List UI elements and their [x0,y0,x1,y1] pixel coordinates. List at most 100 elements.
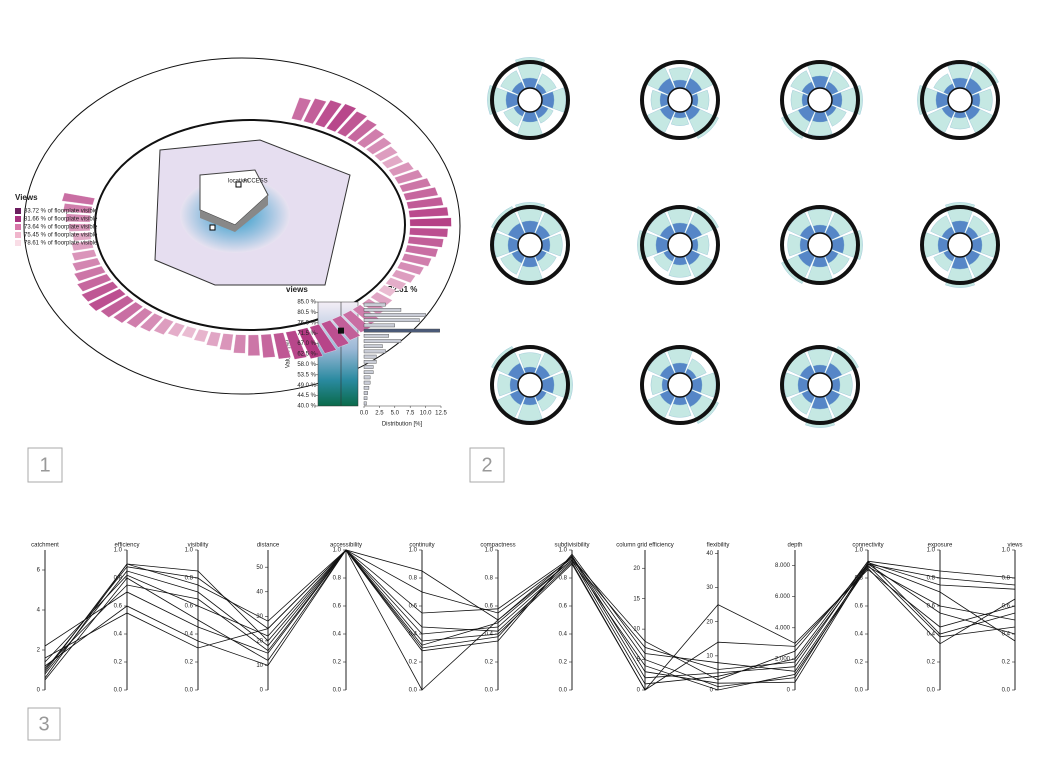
tick-label: 0.0 [114,688,123,694]
rose-inner [951,256,969,270]
rose-inner [691,377,703,393]
ring-bar [394,169,424,185]
panel-label: 1 [39,454,50,476]
tick-label: 0.4 [1002,632,1011,638]
legend-label: 73.64 % of floorplate visible [24,225,98,231]
location-label: location [228,179,249,185]
ring-bar [385,277,407,291]
profile-line [44,549,1016,691]
ring-bar [113,301,144,324]
rose-inner [951,220,969,234]
rose-ring [490,205,570,285]
ring-bar [309,324,337,354]
hist-bar [363,391,368,395]
y-tick-label: 71.5 % [297,331,316,337]
tick-label: 0.0 [485,688,494,694]
ring-bar [206,331,222,347]
ring-bar [81,281,119,302]
ring-bar [408,206,449,218]
rose-core [667,232,693,258]
rose-ring [780,205,860,285]
hist-bar [363,365,374,369]
panel-box [27,447,63,483]
ring-bar [391,269,416,284]
rose-inner [541,91,555,109]
axis-name: flexibility [707,543,730,549]
tick-label: 5 [637,657,641,663]
rose-inner [812,111,828,123]
rose-inner [937,237,949,253]
tick-label: 0.6 [485,604,494,610]
tick-label: 0.2 [409,660,418,666]
ring-bar [374,146,398,162]
tick-label: 0.4 [114,632,123,638]
ring-bar [336,111,368,137]
tick-label: 1.0 [559,548,568,554]
tick-label: 6.000 [775,594,791,600]
tick-label: 0.4 [185,632,194,638]
rose-core [517,372,543,398]
axis-name: column grid efficiency [616,543,674,549]
tick-label: 0.6 [114,604,123,610]
tick-label: 4 [37,608,41,614]
x-tick-label: 7.5 [406,411,415,417]
tick-label: 0.4 [333,632,342,638]
axis-name: distance [257,543,280,549]
ring-bar [73,265,106,282]
ring-bar [409,217,452,227]
x-tick-label: 10.0 [420,411,432,417]
tick-label: 0.0 [409,688,418,694]
location-marker [235,181,242,188]
tick-label: 20 [633,566,640,572]
inner-ellipse [94,119,406,331]
hist-bar [363,349,386,354]
tick-label: 1.0 [485,548,494,554]
tick-label: 0.2 [333,660,342,666]
outer-ellipse [23,57,461,395]
hist-bar [363,360,377,364]
hist-bar [363,344,383,349]
rose-core [517,87,543,113]
axis-name: compactness [480,543,515,549]
hist-bar [363,370,374,375]
rose-inner [831,92,843,108]
tick-label: 30 [706,585,713,591]
tick-label: 0.2 [114,660,123,666]
tick-label: 1.0 [855,548,864,554]
axis-name: subdivisibility [554,543,589,549]
ring-bar [399,177,432,193]
rose-core [517,232,543,258]
ring-bar [303,98,327,124]
tick-label: 0.2 [485,660,494,666]
marker [338,327,344,334]
tick-label: 0.6 [1002,604,1011,610]
rose-inner [952,77,968,89]
y-tick-label: 44.5 % [297,393,316,399]
tick-label: 0.0 [333,688,342,694]
tick-label: 50 [256,565,263,571]
legend-swatch [15,216,21,222]
x-tick-label: 2.5 [375,411,384,417]
hist-bar [363,396,368,401]
y-tick-label: 76.0 % [297,320,316,326]
tick-label: 1.0 [185,548,194,554]
rose-inner [505,91,519,109]
hist-bar [363,354,377,359]
ring-bar [233,334,246,354]
ring-bar [406,196,444,210]
tick-label: 2.000 [775,656,791,662]
ring-bar [297,327,324,359]
rose-core [807,87,833,113]
ring-bar [88,288,126,312]
hist-bar [363,313,426,317]
tick-label: 8.000 [775,563,791,569]
x-axis-label: Distribution [%] [382,422,423,428]
legend-swatch [15,240,21,246]
hist-bar [363,380,371,385]
y-tick-label: 80.5 % [297,310,316,316]
tick-label: 1.0 [409,548,418,554]
rose-inner [935,91,949,109]
legend-label: 78.61 % of floorplate visible [24,241,98,247]
axis-name: visibility [188,543,209,549]
tick-label: 0.0 [559,688,568,694]
